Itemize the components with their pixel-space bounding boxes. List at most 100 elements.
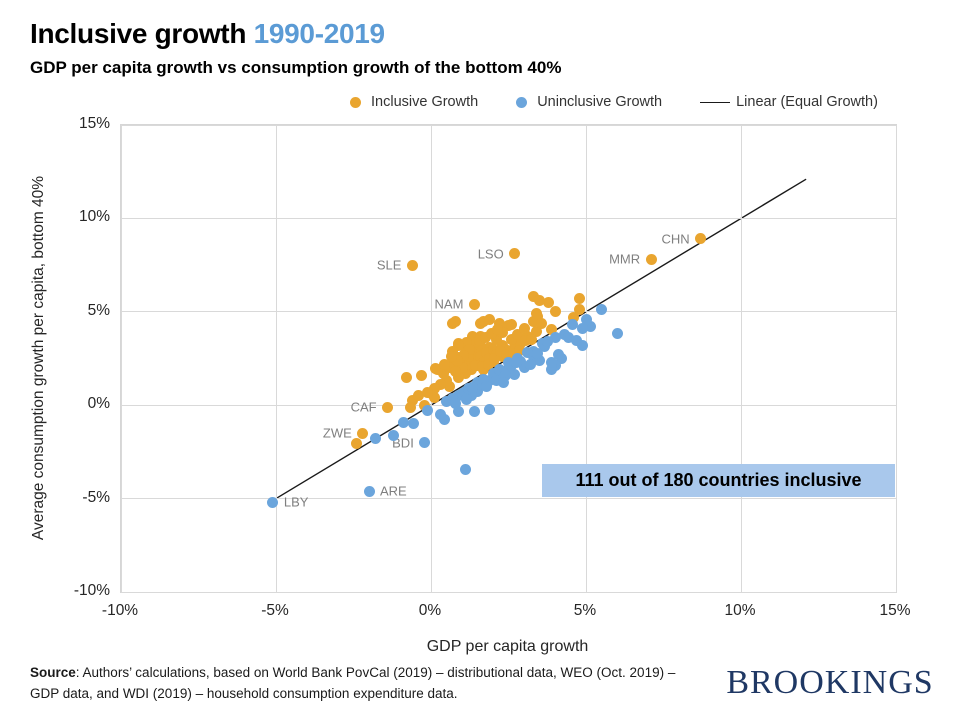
x-axis-title: GDP per capita growth <box>426 638 589 655</box>
scatter-point <box>501 349 513 361</box>
scatter-point <box>611 327 623 339</box>
scatter-point <box>549 332 561 344</box>
scatter-point <box>546 364 558 376</box>
scatter-point <box>388 429 400 441</box>
scatter-point <box>566 319 578 331</box>
scatter-point <box>441 375 452 387</box>
x-tick-label: 10% <box>724 602 756 619</box>
scatter-point <box>482 358 494 370</box>
scatter-point <box>530 325 542 337</box>
point-label-caf: CAF <box>350 399 377 415</box>
scatter-point <box>577 323 589 335</box>
scatter-point <box>487 367 499 379</box>
gridline-horizontal <box>121 217 896 219</box>
scatter-point <box>527 291 539 303</box>
y-tick-label: 5% <box>87 301 110 319</box>
scatter-point <box>439 358 451 370</box>
x-tick-label: 5% <box>573 602 597 619</box>
scatter-point <box>496 326 508 338</box>
scatter-point <box>530 308 542 320</box>
scatter-point <box>461 337 473 349</box>
scatter-point <box>444 381 456 393</box>
scatter-point-lso <box>509 248 521 260</box>
scatter-point <box>520 335 532 347</box>
legend-dot-swatch <box>516 96 528 108</box>
scatter-point <box>428 392 440 404</box>
scatter-point <box>534 295 545 307</box>
scatter-point <box>400 371 412 383</box>
legend-label: Inclusive Growth <box>371 94 479 110</box>
scatter-point <box>351 437 363 449</box>
scatter-point-caf <box>382 401 394 413</box>
gridline-vertical <box>585 125 587 592</box>
scatter-point <box>478 315 490 327</box>
scatter-point <box>459 464 471 476</box>
page-title: Inclusive growth 1990-2019 <box>30 18 385 50</box>
legend: Inclusive Growth Uninclusive Growth Linear… <box>350 94 878 110</box>
y-tick-label: 15% <box>78 115 110 132</box>
scatter-point <box>506 334 518 346</box>
scatter-point <box>467 330 479 342</box>
scatter-point <box>534 354 545 366</box>
x-tick-label: 0% <box>418 602 442 619</box>
scatter-point <box>571 335 583 347</box>
scatter-point <box>413 390 425 402</box>
x-tick-label: 15% <box>879 602 911 619</box>
legend-item: Uninclusive Growth <box>516 94 662 110</box>
scatter-point <box>484 404 496 416</box>
legend-line-swatch <box>700 101 731 103</box>
scatter-point-zwe <box>357 427 369 439</box>
scatter-point <box>543 296 555 308</box>
legend-item: Linear (Equal Growth) <box>700 94 878 110</box>
gridline-vertical <box>895 125 897 592</box>
scatter-point <box>458 350 470 362</box>
x-tick-label: -10% <box>101 602 139 619</box>
scatter-point <box>422 386 434 398</box>
scatter-point <box>456 388 468 400</box>
brookings-logo: BROOKINGS <box>726 664 934 701</box>
scatter-point <box>451 354 463 366</box>
scatter-point <box>509 368 521 380</box>
point-label-sle: SLE <box>376 257 402 273</box>
scatter-point <box>541 336 553 348</box>
source-text: : Authors’ calculations, based on World … <box>30 665 676 701</box>
scatter-point <box>499 369 511 381</box>
gridline-horizontal <box>121 311 896 313</box>
y-tick-label: -5% <box>82 488 110 506</box>
scatter-point <box>521 347 533 359</box>
scatter-point <box>472 385 483 397</box>
legend-label: Linear (Equal Growth) <box>736 94 878 110</box>
point-label-are: ARE <box>380 483 407 499</box>
scatter-point <box>574 304 586 316</box>
scatter-point-sle <box>406 259 418 271</box>
gridline-vertical <box>275 125 277 592</box>
scatter-point <box>450 366 462 378</box>
scatter-point <box>453 406 465 418</box>
scatter-point <box>453 339 465 351</box>
scatter-point <box>498 377 510 389</box>
point-label-mmr: MMR <box>609 251 641 267</box>
scatter-point <box>445 351 457 363</box>
scatter-point <box>485 327 497 339</box>
scatter-point <box>456 362 468 374</box>
scatter-point <box>510 356 522 368</box>
scatter-point <box>422 405 434 417</box>
chart-subtitle: GDP per capita growth vs consumption gro… <box>30 58 562 77</box>
plot-area: CHN MMR LSO SLE NAM CAF ZWE LBY ARE BDI <box>120 124 897 593</box>
scatter-point <box>487 343 499 355</box>
scatter-point <box>453 371 465 383</box>
scatter-point <box>461 394 473 406</box>
scatter-point <box>506 319 518 331</box>
scatter-point-are <box>363 485 375 497</box>
point-label-zwe: ZWE <box>322 425 352 441</box>
scatter-point <box>484 375 496 387</box>
scatter-point <box>527 315 539 327</box>
scatter-point <box>546 324 558 336</box>
scatter-point-mmr <box>645 253 657 265</box>
legend-item: Inclusive Growth <box>350 94 478 110</box>
scatter-point <box>563 332 575 344</box>
scatter-point <box>596 304 607 316</box>
title-main: Inclusive growth <box>30 18 247 49</box>
scatter-point <box>478 373 490 385</box>
